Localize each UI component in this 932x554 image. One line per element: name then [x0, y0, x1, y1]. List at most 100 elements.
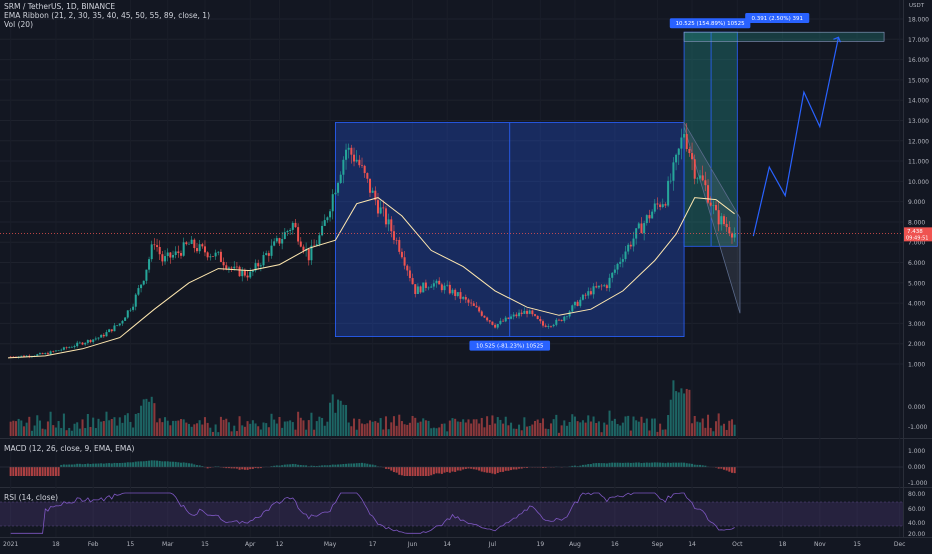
volume-bar	[467, 419, 469, 436]
vol-legend[interactable]: Vol (20)	[4, 20, 33, 29]
volume-bar	[643, 423, 645, 436]
volume-bar	[457, 421, 459, 436]
candle-body	[510, 316, 512, 318]
candle-body	[105, 332, 107, 336]
volume-bar	[366, 423, 368, 436]
candle-body	[404, 257, 406, 265]
macd-bar	[140, 461, 142, 467]
macd-bar	[76, 464, 78, 467]
volume-bar	[664, 429, 666, 436]
volume-bar	[358, 419, 360, 436]
candle-body	[515, 315, 517, 317]
candle-body	[68, 347, 70, 348]
volume-bar	[625, 416, 627, 436]
macd-bar	[281, 465, 283, 467]
candle-body	[436, 281, 438, 283]
volume-bar	[441, 424, 443, 436]
volume-bar	[281, 428, 283, 436]
volume-bar	[374, 421, 376, 436]
macd-bar	[148, 461, 150, 467]
candle-body	[646, 215, 648, 223]
candle-body	[76, 343, 78, 346]
candle-body	[494, 325, 496, 328]
volume-bar	[353, 419, 355, 436]
candle-body	[457, 292, 459, 296]
volume-bar	[199, 420, 201, 436]
macd-bar	[161, 461, 163, 467]
candle-body	[598, 286, 600, 288]
volume-bar	[84, 428, 86, 436]
macd-bar	[582, 465, 584, 467]
candle-body	[670, 181, 672, 182]
vol-tick-label: 0.000	[908, 404, 925, 411]
volume-bar	[284, 422, 286, 436]
candle-body	[366, 173, 368, 179]
candle-body	[585, 295, 587, 296]
macd-bar	[188, 463, 190, 467]
y-tick-label: 4.000	[908, 301, 925, 308]
candle-body	[710, 203, 712, 206]
candle-body	[84, 343, 86, 345]
volume-bar	[185, 423, 187, 436]
candle-body	[44, 353, 46, 354]
macd-bar	[289, 464, 291, 467]
macd-bar	[177, 462, 179, 467]
candle-body	[97, 338, 99, 339]
macd-bar	[137, 461, 139, 467]
candle-body	[228, 268, 230, 269]
macd-bar	[638, 463, 640, 467]
volume-bar	[451, 418, 453, 436]
volume-bar	[220, 417, 222, 436]
volume-bar	[223, 420, 225, 436]
macd-bar	[734, 467, 736, 473]
volume-bar	[398, 415, 400, 436]
macd-bar	[662, 463, 664, 467]
volume-bar	[324, 426, 326, 436]
macd-bar	[393, 467, 395, 472]
volume-bar	[372, 422, 374, 436]
volume-bar	[273, 420, 275, 436]
candle-body	[159, 247, 161, 254]
volume-bar	[497, 417, 499, 436]
macd-bar	[611, 463, 613, 467]
candle-body	[79, 343, 81, 344]
candle-body	[630, 245, 632, 247]
candle-body	[412, 278, 414, 284]
symbol-legend[interactable]: SRM / TetherUS, 1D, BINANCE	[4, 2, 115, 11]
volume-bar	[252, 420, 254, 436]
candle-body	[82, 343, 84, 345]
volume-bar	[28, 417, 30, 436]
volume-bar	[436, 428, 438, 436]
candle-body	[451, 290, 453, 294]
candle-body	[555, 320, 557, 325]
volume-bar	[566, 426, 568, 436]
volume-bar	[318, 417, 320, 436]
macd-bar	[324, 465, 326, 467]
volume-bar	[593, 417, 595, 436]
candle-body	[728, 227, 730, 233]
candle-body	[388, 219, 390, 224]
macd-bar	[103, 464, 105, 467]
candle-body	[318, 235, 320, 244]
volume-bar	[124, 415, 126, 436]
volume-bar	[430, 428, 432, 436]
volume-bar	[691, 423, 693, 436]
macd-bar	[688, 463, 690, 467]
volume-bar	[321, 418, 323, 436]
macd-bar	[654, 462, 656, 467]
volume-bar	[188, 424, 190, 436]
candle-body	[220, 252, 222, 262]
candle-body	[353, 155, 355, 162]
volume-bar	[489, 425, 491, 436]
volume-bar	[702, 418, 704, 436]
volume-bar	[417, 423, 419, 436]
volume-bar	[270, 414, 272, 436]
macd-bar	[585, 465, 587, 467]
candle-body	[177, 251, 179, 253]
macd-bar	[609, 463, 611, 467]
macd-legend[interactable]: MACD (12, 26, close, 9, EMA, EMA)	[4, 444, 134, 453]
volume-bar	[529, 426, 531, 436]
ema-legend[interactable]: EMA Ribbon (21, 2, 30, 35, 40, 45, 50, 5…	[4, 11, 210, 20]
rsi-legend[interactable]: RSI (14, close)	[4, 493, 58, 502]
